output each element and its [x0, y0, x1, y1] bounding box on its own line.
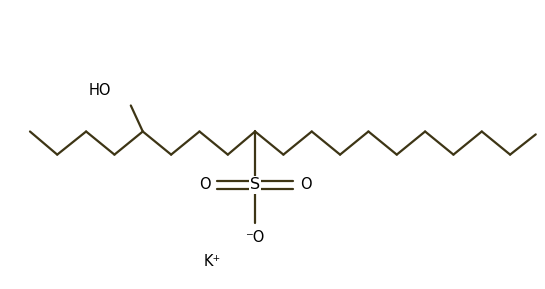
Text: S: S: [250, 177, 260, 192]
Text: O: O: [199, 177, 210, 192]
Text: K⁺: K⁺: [204, 254, 221, 269]
Text: O: O: [300, 177, 311, 192]
Text: ⁻O: ⁻O: [245, 230, 265, 245]
Text: HO: HO: [88, 83, 111, 98]
